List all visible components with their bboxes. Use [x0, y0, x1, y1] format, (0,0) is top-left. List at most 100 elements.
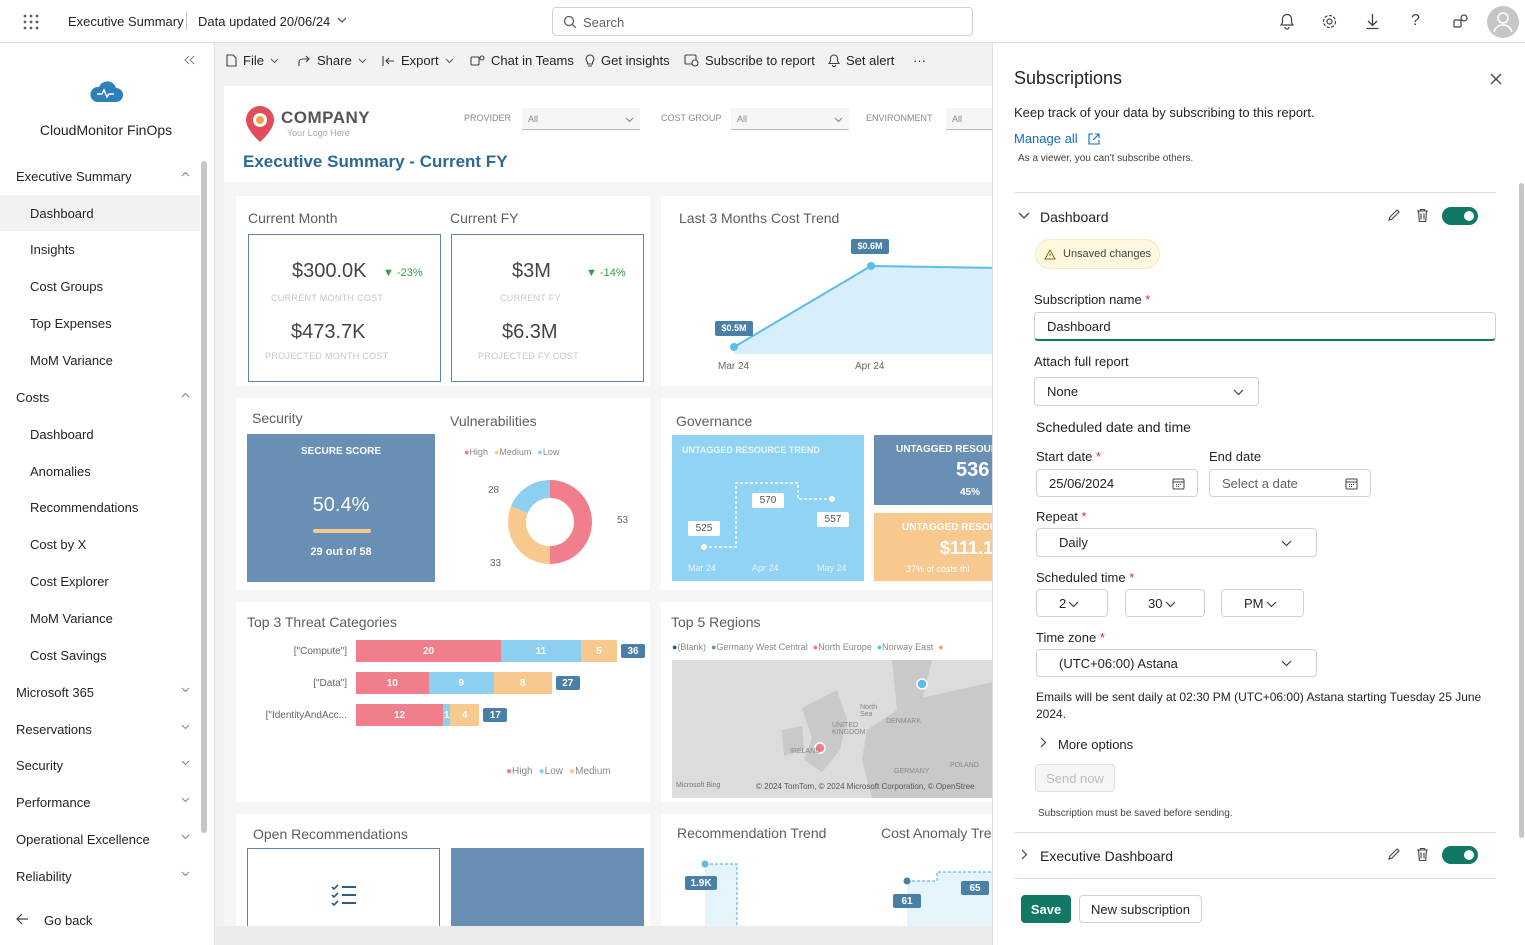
panel-scrollbar[interactable]	[1519, 183, 1524, 838]
sidebar-item[interactable]: Operational Excellence	[0, 821, 200, 857]
threat-bar-medium[interactable]: 5	[580, 640, 617, 662]
sidebar-item[interactable]: MoM Variance	[0, 600, 200, 636]
chevron-up-icon[interactable]	[181, 171, 190, 177]
time-zone-select[interactable]: (UTC+06:00) Astana	[1036, 649, 1317, 677]
subscribe-to-report-button[interactable]: Subscribe to report	[684, 53, 815, 68]
chevron-down-icon[interactable]	[181, 760, 190, 766]
map-attribution[interactable]: © 2024 TomTom, © 2024 Microsoft Corporat…	[756, 782, 975, 791]
untagged-resources-tile: UNTAGGED RESOUR 536 45%	[874, 435, 992, 505]
trend-x-label-1: Mar 24	[718, 361, 750, 372]
ampm-select[interactable]: PM	[1221, 589, 1304, 617]
attach-report-select[interactable]: None	[1034, 377, 1259, 406]
chevron-down-icon[interactable]	[181, 797, 190, 803]
chevron-down-icon[interactable]	[181, 687, 190, 693]
regions-map[interactable]: North Sea DENMARK UNITED KINGDOM IRELAND…	[672, 660, 992, 798]
sidebar-item[interactable]: Cost Groups	[0, 268, 200, 304]
end-date-input[interactable]: Select a date	[1209, 469, 1371, 497]
file-menu[interactable]: File	[226, 53, 279, 68]
export-menu[interactable]: Export	[382, 53, 454, 68]
app-launcher-icon[interactable]	[22, 13, 40, 31]
hour-select[interactable]: 2	[1036, 589, 1108, 617]
chevron-right-icon[interactable]	[1040, 737, 1047, 748]
threat-bar-low[interactable]: 1	[443, 704, 451, 726]
sidebar-scrollbar[interactable]	[201, 161, 207, 833]
chevron-down-icon	[625, 117, 634, 123]
sidebar-item[interactable]: Reservations	[0, 711, 200, 747]
send-now-button[interactable]: Send now	[1035, 764, 1115, 792]
schedule-summary: Emails will be sent daily at 02:30 PM (U…	[1036, 690, 1482, 721]
secure-score-count: 29 out of 58	[310, 546, 372, 558]
subscription-1-name[interactable]: Dashboard	[1040, 209, 1109, 225]
app-title[interactable]: Executive Summary	[68, 14, 184, 29]
provider-filter[interactable]: All	[522, 108, 640, 130]
sidebar-item[interactable]: Dashboard	[0, 195, 200, 231]
collapse-sidebar-icon[interactable]	[184, 55, 195, 65]
sidebar-item[interactable]: Security	[0, 747, 200, 783]
new-subscription-button[interactable]: New subscription	[1079, 895, 1202, 923]
sidebar-item[interactable]: Costs	[0, 379, 200, 415]
delete-icon[interactable]	[1416, 208, 1429, 223]
download-icon[interactable]	[1365, 13, 1380, 30]
avatar[interactable]	[1487, 6, 1519, 38]
edit-icon[interactable]	[1387, 208, 1401, 222]
edit-icon[interactable]	[1387, 847, 1401, 861]
share-menu[interactable]: Share	[298, 53, 367, 68]
env-filter[interactable]: All	[946, 108, 992, 130]
divider	[1014, 878, 1496, 879]
costgroup-filter[interactable]: All	[731, 108, 849, 130]
subscription-2-toggle[interactable]	[1442, 846, 1478, 864]
feedback-icon[interactable]	[1452, 13, 1469, 30]
threat-bar-low[interactable]: 9	[428, 672, 494, 694]
threat-bar-medium[interactable]: 8	[493, 672, 552, 694]
threat-bar-high[interactable]: 10	[356, 672, 429, 694]
minute-select[interactable]: 30	[1125, 589, 1205, 617]
sidebar-item[interactable]: Reliability	[0, 858, 200, 894]
donut-slice-low	[508, 480, 592, 564]
delete-icon[interactable]	[1416, 847, 1429, 862]
chevron-down-icon[interactable]	[337, 17, 347, 24]
manage-all-link[interactable]: Manage all	[1014, 131, 1100, 146]
sidebar-item[interactable]: Performance	[0, 784, 200, 820]
threat-bar-medium[interactable]: 4	[450, 704, 480, 726]
start-date-input[interactable]: 25/06/2024	[1036, 469, 1198, 497]
untagged-trend-point	[701, 544, 707, 550]
threat-bar-low[interactable]: 11	[501, 640, 581, 662]
threat-bar-high[interactable]: 12	[356, 704, 443, 726]
sidebar-item[interactable]: Cost by X	[0, 526, 200, 562]
chevron-down-icon[interactable]	[181, 834, 190, 840]
sidebar-item[interactable]: Insights	[0, 231, 200, 267]
sidebar-item[interactable]: Cost Savings	[0, 637, 200, 673]
subscription-name-input[interactable]: Dashboard	[1034, 312, 1496, 341]
data-updated-label[interactable]: Data updated 20/06/24	[198, 14, 331, 29]
bell-icon[interactable]	[1279, 13, 1295, 30]
sidebar-item[interactable]: Top Expenses	[0, 305, 200, 341]
chevron-down-icon[interactable]	[181, 871, 190, 877]
chat-in-teams-button[interactable]: Chat in Teams	[470, 53, 574, 68]
sidebar-item[interactable]: Recommendations	[0, 489, 200, 525]
subscription-1-toggle[interactable]	[1442, 207, 1478, 225]
sidebar-item[interactable]: Cost Explorer	[0, 563, 200, 599]
help-icon[interactable]: ?	[1411, 12, 1420, 29]
chevron-right-icon[interactable]	[1021, 849, 1028, 860]
save-button[interactable]: Save	[1021, 895, 1071, 923]
chevron-up-icon[interactable]	[181, 392, 190, 398]
subscription-2-name[interactable]: Executive Dashboard	[1040, 848, 1174, 864]
sidebar-item[interactable]: MoM Variance	[0, 342, 200, 378]
get-insights-button[interactable]: Get insights	[585, 53, 670, 68]
go-back-link[interactable]: Go back	[44, 913, 93, 928]
set-alert-button[interactable]: Set alert	[828, 53, 894, 68]
close-icon[interactable]	[1490, 73, 1502, 85]
more-options-toggle[interactable]: More options	[1058, 737, 1134, 752]
repeat-select[interactable]: Daily	[1036, 528, 1317, 557]
sidebar-item[interactable]: Dashboard	[0, 416, 200, 452]
chevron-down-icon[interactable]	[1018, 212, 1030, 220]
legend-low: ●Low	[537, 447, 560, 457]
search-input[interactable]: Search	[552, 7, 973, 36]
gear-icon[interactable]	[1321, 13, 1338, 30]
more-options-button[interactable]: ···	[913, 53, 926, 68]
sidebar-item[interactable]: Anomalies	[0, 453, 200, 489]
sidebar-item[interactable]: Executive Summary	[0, 158, 200, 194]
chevron-down-icon[interactable]	[181, 724, 190, 730]
threat-bar-high[interactable]: 20	[356, 640, 501, 662]
sidebar-item[interactable]: Microsoft 365	[0, 674, 200, 710]
